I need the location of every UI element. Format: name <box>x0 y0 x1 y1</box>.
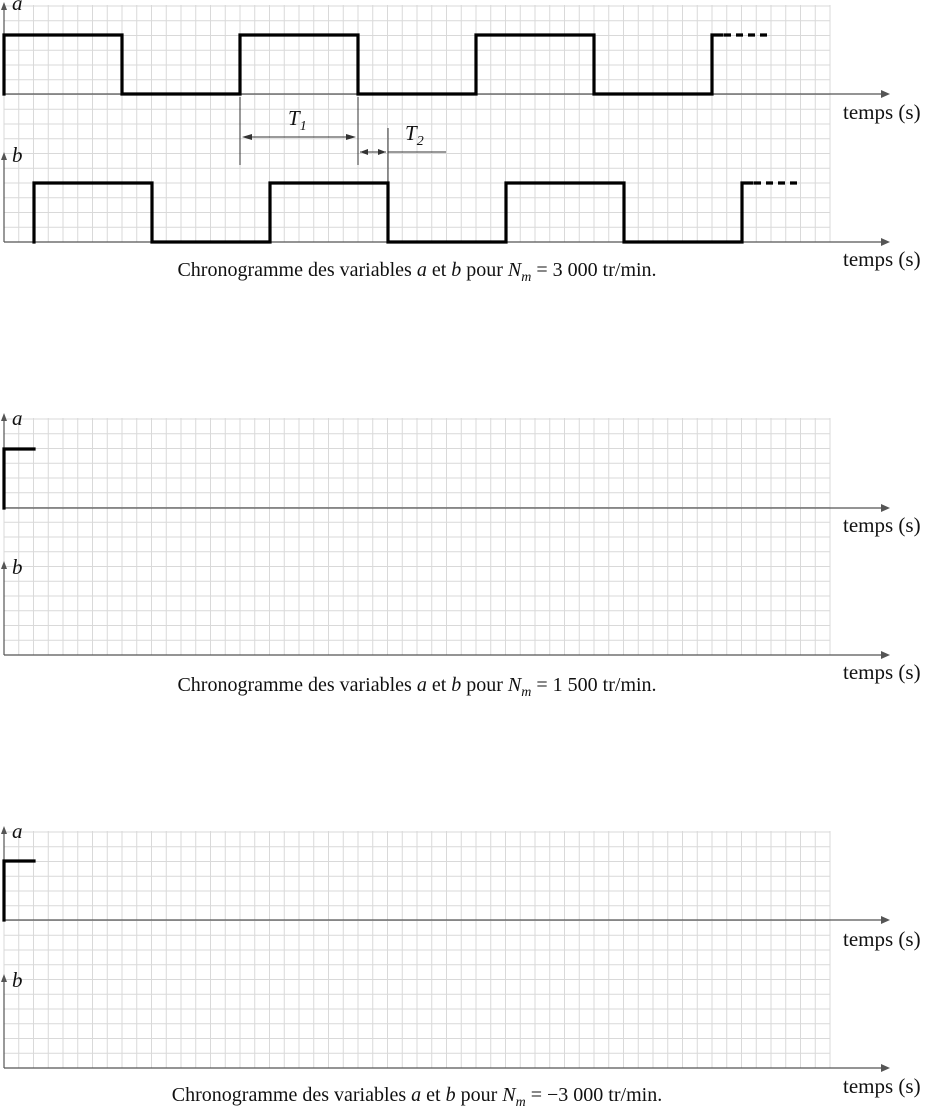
signal-a-trace <box>2 33 724 96</box>
label-T2: T2 <box>405 121 424 149</box>
period-annotation <box>239 97 446 182</box>
time-axis-label: temps (s) <box>843 1074 921 1098</box>
label-b: b <box>12 143 23 167</box>
label-a: a <box>12 819 23 843</box>
label-a: a <box>12 406 23 430</box>
grid-panel-2 <box>3 418 831 656</box>
signal-b-trace <box>32 181 754 244</box>
caption-panel-3: Chronogramme des variables a et b pour N… <box>172 1084 662 1109</box>
time-axis-label: temps (s) <box>843 660 921 684</box>
time-axis-label: temps (s) <box>843 927 921 951</box>
panel-minus3000rpm: a temps (s) b temps (s) Chronogramme des… <box>1 819 921 1109</box>
panel-1500rpm: a temps (s) b temps (s) Chronogramme des… <box>1 406 921 700</box>
label-T1: T1 <box>288 106 307 134</box>
time-axis-label: temps (s) <box>843 247 921 271</box>
label-a: a <box>12 0 23 15</box>
signal-a-start-trace <box>2 447 36 510</box>
label-b: b <box>12 968 23 992</box>
axis-b-panel-3 <box>1 974 890 1072</box>
time-axis-label: temps (s) <box>843 513 921 537</box>
label-b: b <box>12 555 23 579</box>
axis-b-panel-2 <box>1 561 890 659</box>
caption-panel-2: Chronogramme des variables a et b pour N… <box>177 674 656 700</box>
signal-a-start-trace <box>2 859 36 922</box>
grid-panel-1 <box>3 5 831 243</box>
grid-panel-3 <box>3 831 831 1069</box>
time-axis-label: temps (s) <box>843 100 921 124</box>
caption-panel-1: Chronogramme des variables a et b pour N… <box>177 259 656 285</box>
panel-3000rpm: a temps (s) T1 T2 b temps (s) <box>1 0 921 285</box>
